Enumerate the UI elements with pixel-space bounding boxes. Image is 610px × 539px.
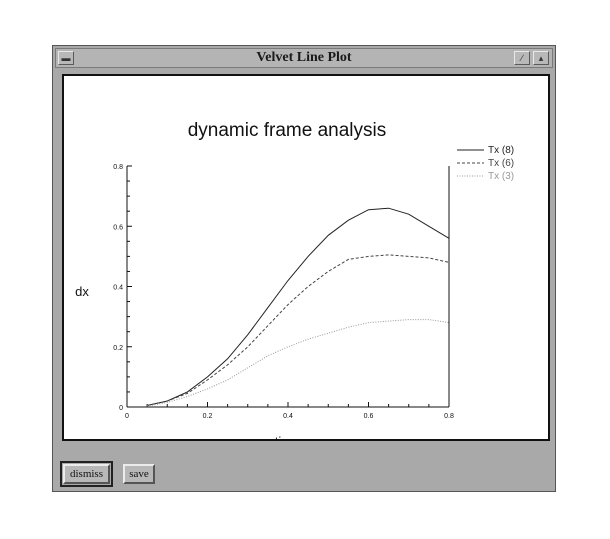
y-axis-label: dx [75,284,89,299]
legend-label: Tx (3) [488,171,514,182]
chart-axes: 0 0.2 0.4 0.6 0.8 0 0.2 0.4 0.6 0.8 [113,164,454,420]
title-bar[interactable]: ▬ Velvet Line Plot ∕ ▴ [55,48,553,68]
series-line-1 [146,207,450,406]
y-tick-label: 0 [119,405,123,412]
dismiss-button[interactable]: dismiss [60,461,113,487]
legend-label: Tx (8) [488,145,514,156]
y-tick-label: 0.8 [113,164,123,171]
x-tick-label: 0.6 [364,413,374,420]
minimize-icon[interactable]: ∕ [514,51,530,65]
y-tick-label: 0.6 [113,224,123,231]
chart-series [146,207,450,407]
window-menu-icon[interactable]: ▬ [58,51,74,65]
plot-area: dynamic frame analysis dx time 0 0.2 0.4 0.… [62,74,550,449]
x-axis-label: time [275,434,300,439]
line-chart: dynamic frame analysis dx time 0 0.2 0.4 0.… [75,120,514,449]
chart-legend: Tx (8) Tx (6) Tx (3) [457,145,514,182]
maximize-icon[interactable]: ▴ [533,51,549,65]
series-line-2 [146,254,450,406]
velvet-window: ▬ Velvet Line Plot ∕ ▴ dynamic frame ana… [52,45,556,492]
x-tick-label: 0.8 [444,413,454,420]
chart-title: dynamic frame analysis [188,120,387,141]
x-tick-label: 0.4 [283,413,293,420]
y-tick-label: 0.2 [113,345,123,352]
y-tick-label: 0.4 [113,285,123,292]
x-tick-label: 0.2 [203,413,213,420]
series-line-3 [147,319,450,407]
window-title: Velvet Line Plot [256,50,352,65]
save-button[interactable]: save [123,464,155,484]
x-tick-label: 0 [125,413,129,420]
legend-label: Tx (6) [488,158,514,169]
